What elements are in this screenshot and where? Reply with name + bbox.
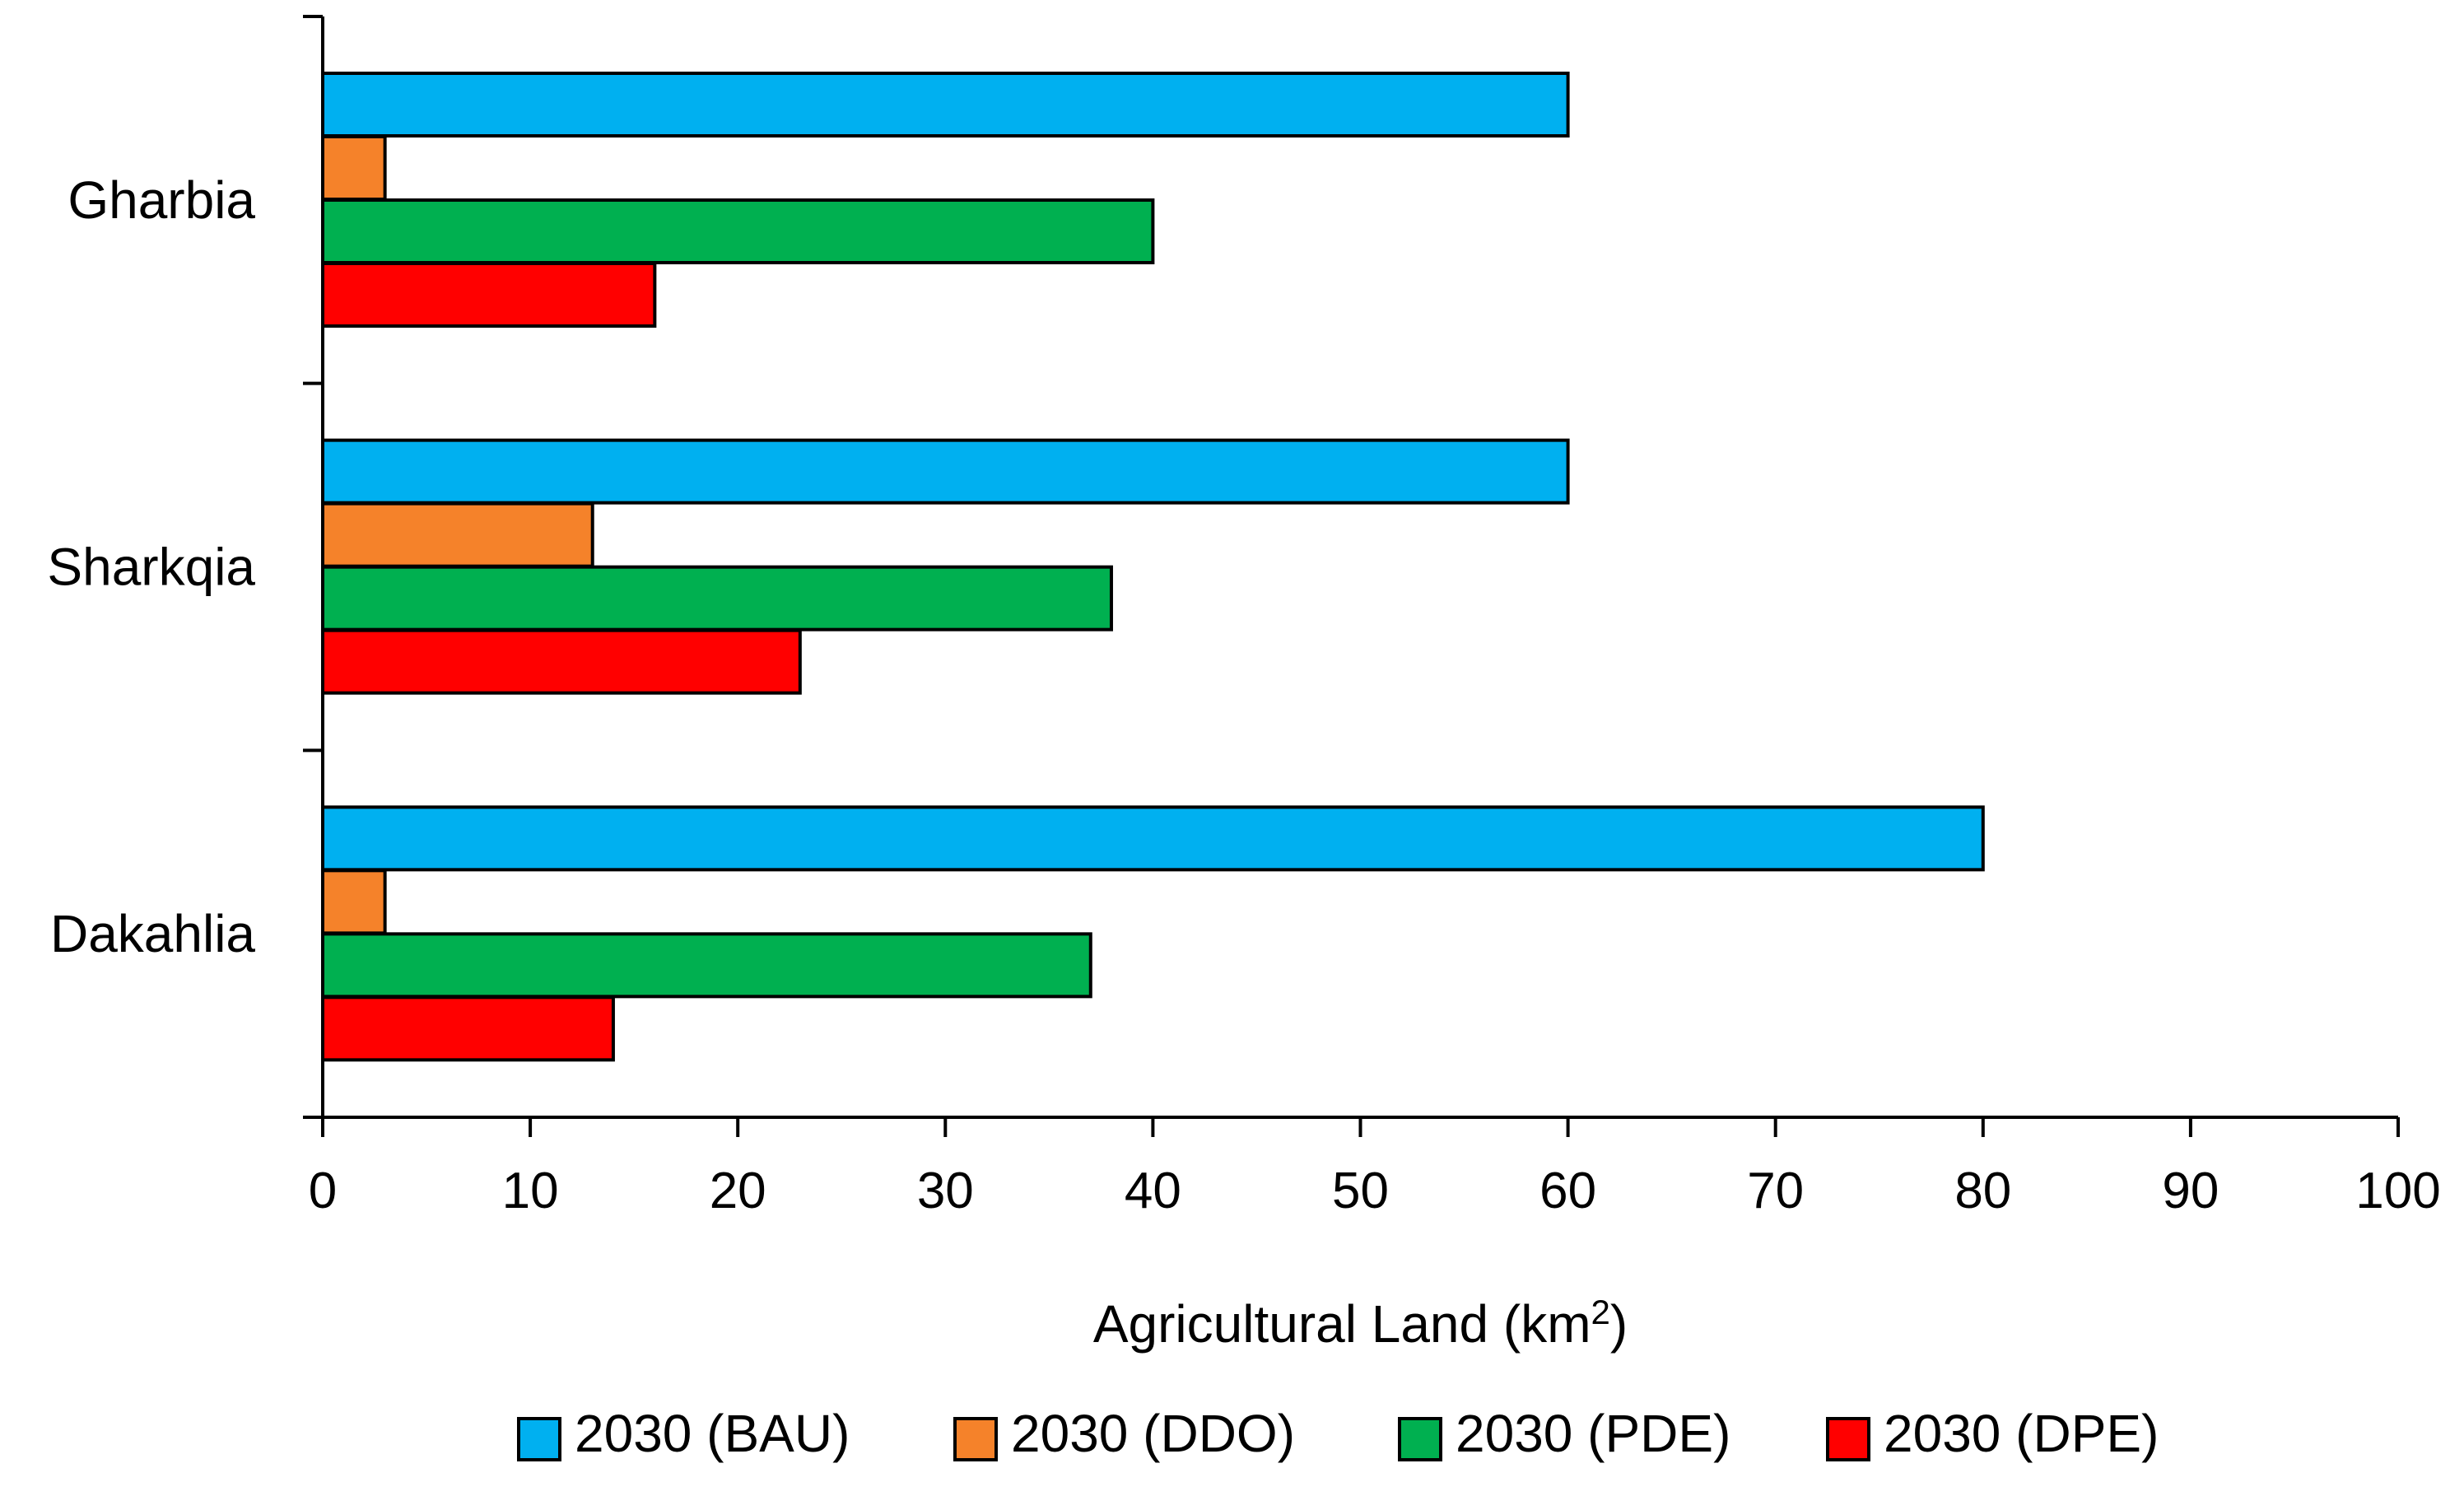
legend-label-2: 2030 (DDO) — [1011, 1404, 1295, 1463]
legend-label-3: 2030 (PDE) — [1456, 1404, 1730, 1463]
x-axis-title-tail: ) — [1610, 1294, 1628, 1354]
category-label-sharkqia: Sharkqia — [47, 538, 255, 597]
legend-swatch-2 — [953, 1417, 998, 1461]
bar-dakahlia-3 — [321, 932, 1092, 999]
x-tick-label: 60 — [1539, 1163, 1596, 1219]
x-tick-label: 100 — [2355, 1163, 2440, 1219]
bar-sharkqia-3 — [321, 565, 1113, 631]
y-ticks-layer — [303, 15, 323, 1119]
x-tick-label: 20 — [710, 1163, 766, 1219]
legend-swatch-1 — [517, 1417, 561, 1461]
category-label-gharbia: Gharbia — [68, 170, 255, 230]
x-tick-label: 90 — [2162, 1163, 2219, 1219]
legend: 2030 (BAU) 2030 (DDO) 2030 (PDE) 2030 (DPE) — [517, 1404, 2159, 1463]
bar-gharbia-4 — [321, 262, 657, 328]
x-tick-label: 10 — [502, 1163, 559, 1219]
x-axis-title: Agricultural Land (km2) — [1093, 1293, 1628, 1354]
bar-dakahlia-1 — [321, 805, 1985, 872]
bar-gharbia-1 — [321, 72, 1570, 137]
x-tick-label: 0 — [309, 1163, 337, 1219]
x-axis-title-main: Agricultural Land (km — [1093, 1294, 1591, 1354]
bar-sharkqia-2 — [321, 501, 594, 568]
bar-sharkqia-4 — [321, 628, 802, 695]
bar-gharbia-3 — [321, 198, 1155, 264]
bars-layer — [321, 72, 1985, 1062]
x-tick-label: 30 — [917, 1163, 974, 1219]
x-tick-label: 50 — [1332, 1163, 1389, 1219]
x-ticks-layer: 0 10 20 30 40 50 60 70 80 90 100 — [309, 1117, 2441, 1219]
legend-swatch-3 — [1398, 1417, 1442, 1461]
x-tick-label: 40 — [1125, 1163, 1181, 1219]
bar-sharkqia-1 — [321, 438, 1570, 505]
legend-label-4: 2030 (DPE) — [1884, 1404, 2159, 1463]
bar-dakahlia-2 — [321, 869, 387, 935]
bar-gharbia-2 — [321, 135, 387, 201]
x-axis-title-superscript: 2 — [1591, 1293, 1610, 1331]
legend-swatch-4 — [1826, 1417, 1870, 1461]
bar-dakahlia-4 — [321, 995, 615, 1062]
legend-label-1: 2030 (BAU) — [575, 1404, 850, 1463]
category-labels-layer: Gharbia Sharkqia Dakahlia — [47, 170, 255, 963]
x-tick-label: 80 — [1954, 1163, 2011, 1219]
category-label-dakahlia: Dakahlia — [50, 904, 255, 963]
x-tick-label: 70 — [1747, 1163, 1804, 1219]
